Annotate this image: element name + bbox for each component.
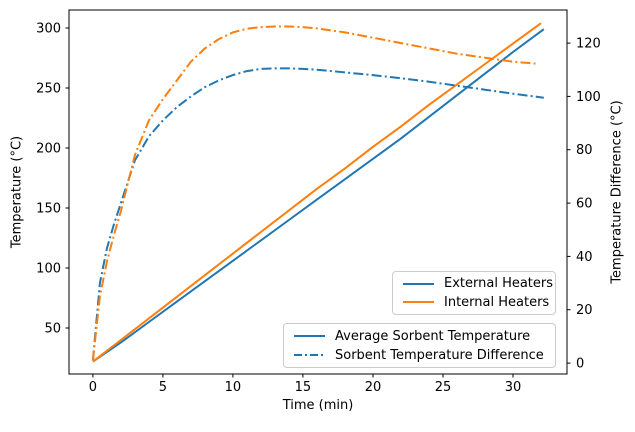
y-right-tick-label: 120 [576, 37, 601, 52]
y-right-tick-label: 100 [576, 90, 601, 105]
legend-entry: External Heaters [402, 276, 553, 292]
legend-label: External Heaters [444, 276, 554, 292]
legend-label: Average Sorbent Temperature [335, 328, 531, 344]
y-right-tick-label: 0 [576, 357, 584, 372]
y-axis-label-right: Temperature Difference (°C) [609, 100, 625, 284]
x-tick-label: 0 [89, 380, 97, 395]
y-right-tick-label: 80 [576, 143, 593, 158]
x-tick-label: 10 [225, 380, 242, 395]
series-line [92, 22, 542, 363]
legend-entry: Internal Heaters [402, 294, 550, 311]
legend-line-sample [402, 300, 435, 304]
x-tick-label: 30 [505, 380, 522, 395]
legend-label: Internal Heaters [444, 294, 550, 310]
legend-line-sample [293, 353, 326, 357]
x-tick-label: 15 [295, 380, 312, 395]
y-right-tick-label: 60 [576, 197, 593, 212]
legend-line-style: Average Sorbent Temperature Sorbent Tempe… [283, 323, 556, 368]
y-left-tick-label: 200 [36, 142, 61, 157]
x-tick-label: 5 [159, 380, 167, 395]
x-axis-label: Time (min) [282, 398, 354, 413]
legend-label: Sorbent Temperature Difference [335, 347, 544, 363]
y-left-tick-label: 300 [36, 22, 61, 37]
x-tick-label: 25 [435, 380, 452, 395]
y-axis-label-left: Temperature (°C) [9, 135, 25, 249]
y-left-tick-label: 100 [36, 262, 61, 277]
axes-frame [68, 9, 568, 375]
y-right-tick-label: 40 [576, 250, 593, 265]
legend-line-sample [293, 334, 326, 338]
y-left-tick-label: 50 [44, 322, 61, 337]
legend-entry: Sorbent Temperature Difference [293, 347, 546, 363]
series-line [91, 67, 544, 361]
y-left-tick-label: 250 [36, 82, 61, 97]
legend-entry: Average Sorbent Temperature [293, 328, 546, 344]
y-right-tick-label: 20 [576, 303, 593, 318]
legend-line-sample [402, 282, 435, 286]
legend-heater-location: External Heaters Internal Heaters [392, 271, 556, 315]
series-line [91, 25, 536, 361]
x-tick-label: 20 [365, 380, 382, 395]
y-left-tick-label: 150 [36, 202, 61, 217]
